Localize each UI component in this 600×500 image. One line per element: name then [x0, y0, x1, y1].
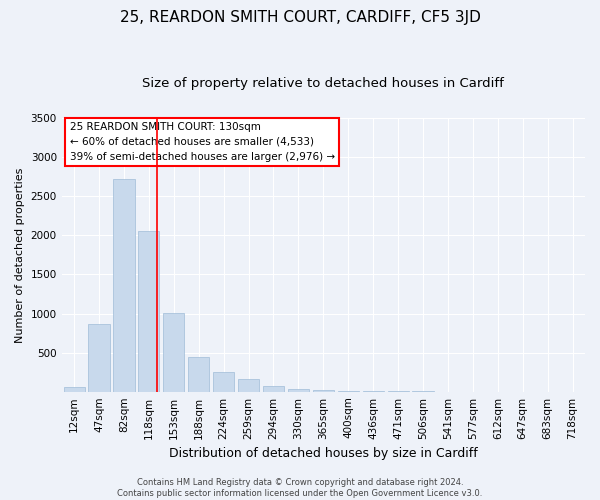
Bar — [362, 391, 384, 392]
Text: 25, REARDON SMITH COURT, CARDIFF, CF5 3JD: 25, REARDON SMITH COURT, CARDIFF, CF5 3J… — [119, 10, 481, 25]
Text: Contains HM Land Registry data © Crown copyright and database right 2024.
Contai: Contains HM Land Registry data © Crown c… — [118, 478, 482, 498]
Bar — [138, 230, 160, 392]
Bar — [238, 379, 259, 392]
Title: Size of property relative to detached houses in Cardiff: Size of property relative to detached ho… — [142, 78, 504, 90]
Bar — [64, 387, 85, 392]
Y-axis label: Number of detached properties: Number of detached properties — [15, 167, 25, 342]
Bar — [313, 390, 334, 392]
Text: 25 REARDON SMITH COURT: 130sqm
← 60% of detached houses are smaller (4,533)
39% : 25 REARDON SMITH COURT: 130sqm ← 60% of … — [70, 122, 335, 162]
Bar — [338, 390, 359, 392]
Bar — [163, 312, 184, 392]
Bar — [213, 372, 234, 392]
Bar — [188, 356, 209, 392]
Bar — [263, 386, 284, 392]
Bar — [288, 388, 309, 392]
Bar — [113, 179, 134, 392]
X-axis label: Distribution of detached houses by size in Cardiff: Distribution of detached houses by size … — [169, 447, 478, 460]
Bar — [88, 324, 110, 392]
